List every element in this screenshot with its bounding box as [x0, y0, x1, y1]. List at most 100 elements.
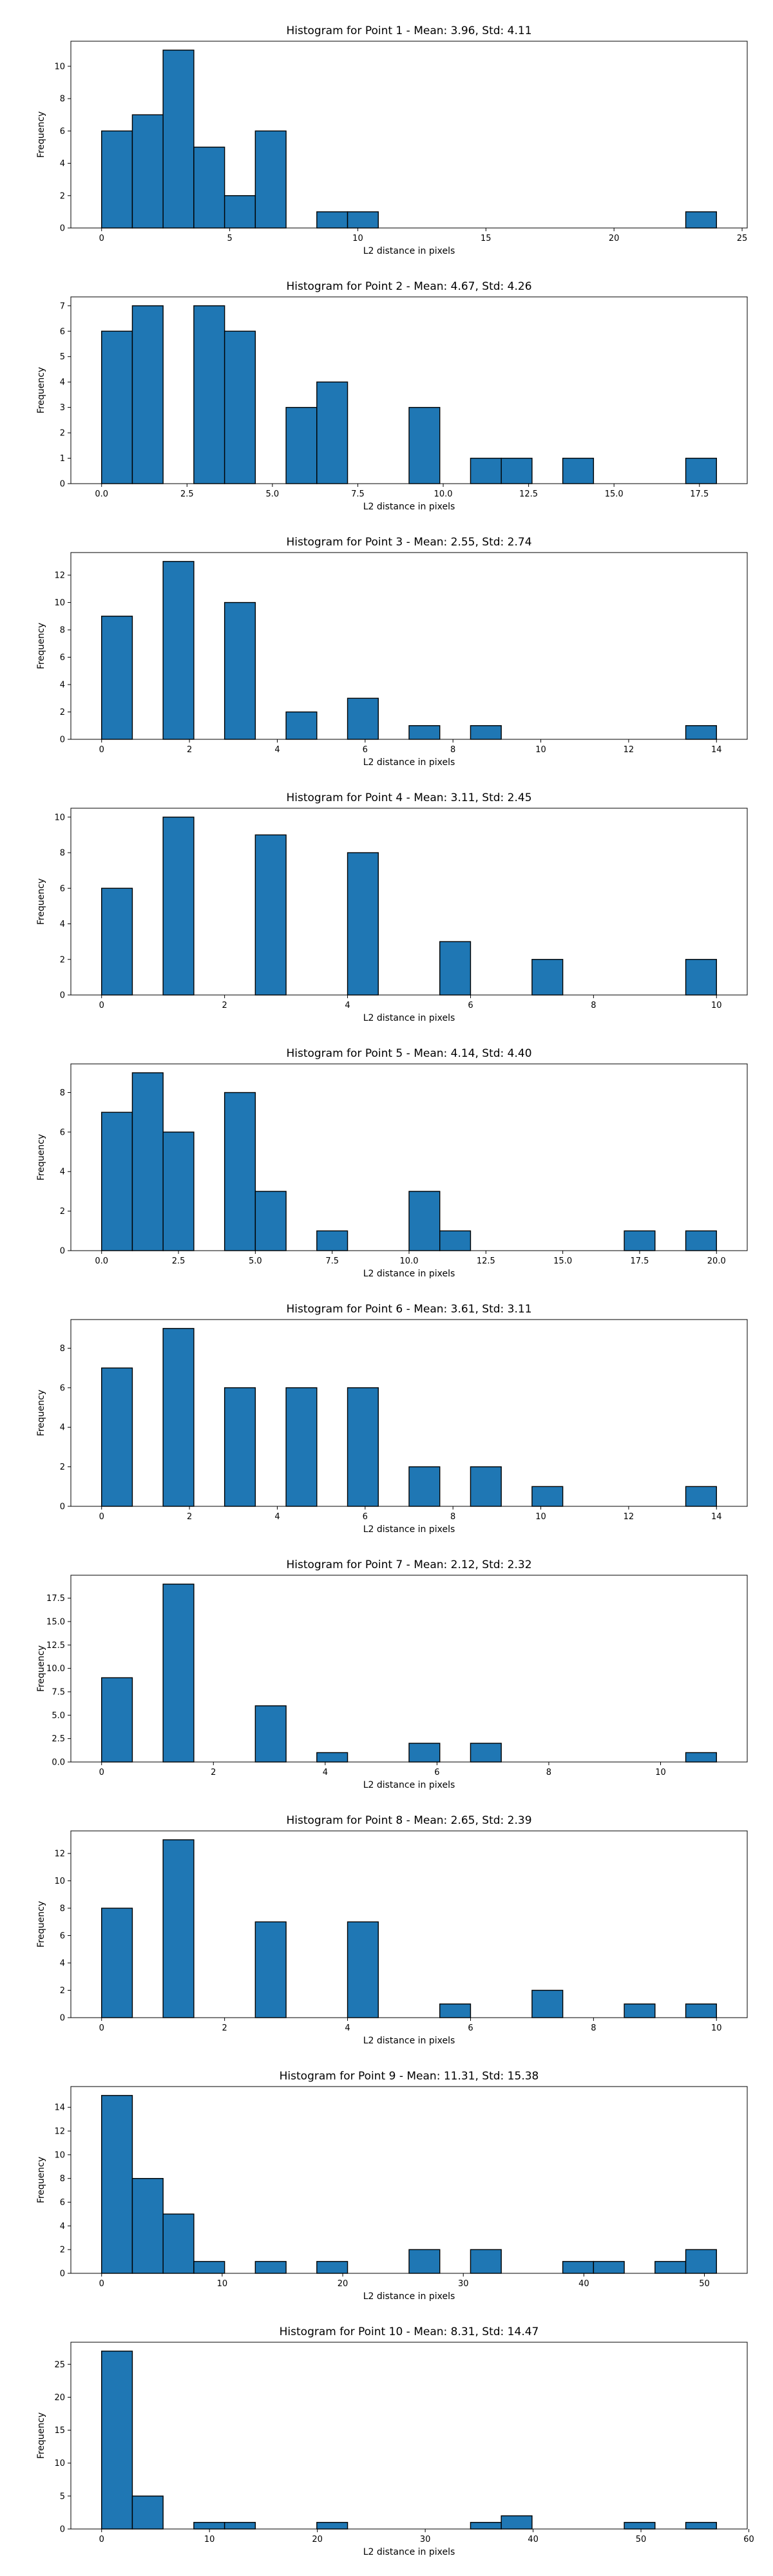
- y-tick-label: 1: [60, 454, 65, 464]
- histogram-bar: [131, 2496, 164, 2530]
- y-tick-label: 2: [60, 1207, 65, 1217]
- x-tick-label: 5: [227, 234, 232, 243]
- y-tick-label: 4: [60, 681, 65, 690]
- x-axis-label: L2 distance in pixels: [363, 1780, 455, 1790]
- histogram-bar: [685, 959, 717, 996]
- x-tick-label: 10: [217, 2279, 228, 2289]
- histogram-bar: [316, 2522, 348, 2530]
- x-axis-label: L2 distance in pixels: [363, 1524, 455, 1535]
- y-tick-label: 15.0: [46, 1617, 65, 1627]
- histogram-panel-5: Histogram for Point 5 - Mean: 4.14, Std:…: [36, 1047, 748, 1279]
- histogram-bar: [531, 1486, 564, 1507]
- x-tick-label: 8: [450, 745, 455, 755]
- histogram-bar: [439, 1230, 472, 1251]
- y-tick-label: 0: [60, 1247, 65, 1256]
- histogram-bar: [224, 1092, 256, 1251]
- y-tick-label: 2: [60, 2246, 65, 2255]
- x-tick-label: 6: [363, 1512, 368, 1522]
- histogram-bar: [347, 697, 379, 740]
- y-axis-label: Frequency: [36, 2412, 46, 2459]
- histogram-panel-1: Histogram for Point 1 - Mean: 3.96, Std:…: [36, 24, 748, 256]
- histogram-bar: [685, 2522, 717, 2530]
- y-tick-label: 0: [60, 224, 65, 234]
- x-tick-label: 5.0: [249, 1256, 262, 1266]
- y-tick-label: 10.0: [46, 1664, 65, 1674]
- y-tick-label: 4: [60, 1959, 65, 1969]
- x-tick-label: 60: [743, 2535, 754, 2544]
- y-axis-label: Frequency: [36, 367, 46, 413]
- x-tick-label: 30: [458, 2279, 469, 2289]
- chart-title: Histogram for Point 1 - Mean: 3.96, Std:…: [286, 24, 531, 37]
- chart-title: Histogram for Point 9 - Mean: 11.31, Std…: [280, 2070, 539, 2083]
- y-tick-label: 6: [60, 884, 65, 894]
- x-tick-label: 10: [711, 1001, 722, 1010]
- histogram-bar: [162, 817, 195, 996]
- x-axis-label: L2 distance in pixels: [363, 1013, 455, 1023]
- histogram-bar: [101, 1112, 133, 1251]
- y-axis-label: Frequency: [36, 623, 46, 669]
- x-tick-label: 2.5: [172, 1256, 186, 1266]
- x-tick-label: 10: [655, 1768, 666, 1777]
- y-tick-label: 6: [60, 653, 65, 663]
- chart-title: Histogram for Point 5 - Mean: 4.14, Std:…: [286, 1047, 531, 1060]
- chart-title: Histogram for Point 8 - Mean: 2.65, Std:…: [286, 1814, 531, 1827]
- x-tick-label: 4: [345, 1001, 350, 1010]
- y-axis-label: Frequency: [36, 1134, 46, 1180]
- histogram-bar: [224, 601, 256, 740]
- x-tick-label: 2.5: [180, 489, 194, 499]
- histogram-bar: [254, 130, 287, 229]
- histogram-bar: [162, 1839, 195, 2018]
- y-axis-label: Frequency: [36, 1901, 46, 1947]
- histogram-bar: [685, 1486, 717, 1507]
- y-tick-label: 6: [60, 2198, 65, 2208]
- histogram-bar: [316, 211, 348, 229]
- histogram-bar: [162, 2213, 195, 2274]
- histogram-bar: [101, 616, 133, 740]
- histogram-bar: [654, 2260, 687, 2274]
- x-tick-label: 2: [222, 1001, 227, 1010]
- x-tick-label: 15.0: [553, 1256, 572, 1266]
- x-axis-label: L2 distance in pixels: [363, 246, 455, 256]
- histogram-bar: [593, 2260, 625, 2274]
- y-tick-label: 0: [60, 480, 65, 489]
- x-tick-label: 8: [591, 1001, 596, 1010]
- histogram-bar: [685, 211, 717, 229]
- axes-frame: [70, 2086, 748, 2274]
- y-tick-label: 4: [60, 1423, 65, 1433]
- histogram-bar: [254, 1921, 287, 2018]
- histogram-bar: [101, 2351, 133, 2530]
- y-tick-label: 10: [54, 598, 65, 608]
- x-tick-label: 7.5: [351, 489, 365, 499]
- x-tick-label: 10.0: [434, 489, 453, 499]
- axes-frame: [70, 2342, 748, 2530]
- y-axis-label: Frequency: [36, 1645, 46, 1692]
- y-tick-label: 14: [54, 2103, 65, 2113]
- x-tick-label: 12: [624, 1512, 635, 1522]
- y-tick-label: 5.0: [52, 1711, 65, 1721]
- x-tick-label: 2: [187, 745, 192, 755]
- histogram-bar: [470, 1743, 502, 1763]
- histogram-bar: [224, 195, 256, 229]
- histogram-bar: [347, 852, 379, 996]
- x-tick-label: 17.5: [630, 1256, 649, 1266]
- histogram-bar: [162, 1584, 195, 1763]
- y-tick-label: 0: [60, 1502, 65, 1512]
- histogram-bar: [347, 1921, 379, 2018]
- x-tick-label: 0: [99, 2279, 104, 2289]
- histogram-bar: [408, 725, 441, 740]
- y-tick-label: 20: [54, 2393, 65, 2403]
- y-tick-label: 10: [54, 1877, 65, 1886]
- x-tick-label: 8: [450, 1512, 455, 1522]
- histogram-bar: [624, 1230, 656, 1251]
- y-axis-label: Frequency: [36, 2157, 46, 2203]
- histogram-bar: [131, 114, 164, 229]
- y-tick-label: 0: [60, 2525, 65, 2535]
- x-tick-label: 7.5: [325, 1256, 339, 1266]
- axes-frame: [70, 296, 748, 484]
- x-axis-label: L2 distance in pixels: [363, 757, 455, 768]
- histogram-bar: [101, 330, 133, 484]
- x-tick-label: 0: [99, 2535, 104, 2544]
- histogram-panel-7: Histogram for Point 7 - Mean: 2.12, Std:…: [36, 1558, 748, 1790]
- x-tick-label: 20.0: [707, 1256, 726, 1266]
- x-tick-label: 6: [468, 2023, 473, 2033]
